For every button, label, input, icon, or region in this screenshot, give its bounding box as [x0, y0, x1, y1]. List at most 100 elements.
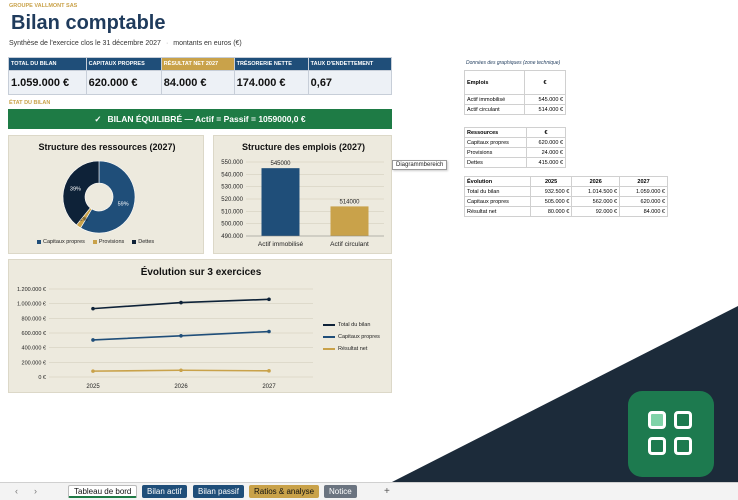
evolution-cell[interactable]: 620.000 €	[619, 196, 668, 207]
evolution-row-label[interactable]: Total du bilan	[464, 186, 531, 197]
ressources-row-label[interactable]: Dettes	[463, 157, 528, 168]
kpi-label-debt-ratio[interactable]: TAUX D'ENDETTEMENT	[307, 57, 393, 71]
emplois-head-unit[interactable]: €	[524, 70, 566, 95]
emplois-row-label[interactable]: Actif immobilisé	[463, 94, 526, 105]
tab-bilan-actif[interactable]: Bilan actif	[142, 485, 187, 498]
evolution-cell[interactable]: 932.500 €	[529, 186, 573, 197]
bar-x-tick-label: Actif circulant	[330, 241, 369, 248]
evolution-row-label[interactable]: Capitaux propres	[464, 196, 531, 207]
grid-app-icon-square	[648, 411, 666, 429]
pie-data-label: 2%	[80, 217, 88, 223]
line-x-tick-label: 2027	[262, 384, 276, 390]
evolution-head-label[interactable]: Évolution	[464, 176, 531, 187]
emplois-row: Actif circulant 514.000 €	[463, 104, 566, 115]
ressources-row-value[interactable]: 24.000 €	[526, 147, 566, 158]
line-point	[91, 369, 95, 373]
subtitle-period: Synthèse de l'exercice clos le 31 décemb…	[9, 40, 161, 47]
ressources-head-label[interactable]: Ressources	[463, 127, 528, 138]
tab-tableau-de-bord[interactable]: Tableau de bord	[68, 485, 138, 498]
tab-notice[interactable]: Notice	[324, 485, 357, 498]
line-y-tick-label: 0 €	[38, 375, 46, 381]
evolution-row-label[interactable]: Résultat net	[464, 206, 531, 217]
line-x-tick-label: 2026	[174, 384, 188, 390]
grid-app-icon-square	[648, 437, 666, 455]
tab-ratios-analyse[interactable]: Ratios & analyse	[249, 485, 320, 498]
legend-label-total: Total du bilan	[338, 322, 371, 328]
emplois-row: Actif immobilisé 545.000 €	[463, 94, 566, 105]
emplois-row-value[interactable]: 514.000 €	[524, 104, 566, 115]
kpi-value-debt-ratio[interactable]: 0,67	[307, 70, 393, 95]
evolution-cell[interactable]: 92.000 €	[571, 206, 621, 217]
grid-app-icon-square	[674, 437, 692, 455]
line-y-tick-label: 400.000 €	[22, 346, 46, 352]
line-point	[267, 297, 271, 302]
ressources-row-label[interactable]: Capitaux propres	[463, 137, 528, 148]
evolution-cell[interactable]: 505.000 €	[529, 196, 573, 207]
ressources-row-label[interactable]: Provisions	[463, 147, 528, 158]
company-name: GROUPE VALLMONT SAS	[9, 3, 78, 9]
ressources-row-value[interactable]: 620.000 €	[526, 137, 566, 148]
emplois-row-label[interactable]: Actif circulant	[463, 104, 526, 115]
kpi-value-net-result[interactable]: 84.000 €	[160, 70, 235, 95]
evolution-cell[interactable]: 84.000 €	[619, 206, 668, 217]
sheet-tab-bar: ‹ › Tableau de bord Bilan actif Bilan pa…	[0, 482, 738, 500]
emplois-header: Emplois €	[463, 70, 566, 95]
kpi-label-net-result[interactable]: RÉSULTAT NET 2027	[160, 57, 235, 71]
ressources-row: Capitaux propres 620.000 €	[463, 137, 566, 148]
line-x-tick-label: 2025	[86, 384, 100, 390]
line-point	[179, 300, 183, 305]
kpi-value-equity[interactable]: 620.000 €	[85, 70, 162, 95]
legend-item-resultat: Résultat net	[323, 346, 380, 352]
evolution-row: Total du bilan 932.500 € 1.014.500 € 1.0…	[464, 186, 668, 197]
kpi-value-row: 1.059.000 € 620.000 € 84.000 € 174.000 €…	[8, 70, 393, 95]
evolution-cell[interactable]: 562.000 €	[571, 196, 621, 207]
evolution-head-year[interactable]: 2025	[529, 176, 573, 187]
kpi-value-total[interactable]: 1.059.000 €	[8, 70, 87, 95]
page-subtitle: Synthèse de l'exercice clos le 31 décemb…	[9, 40, 242, 47]
kpi-value-treasury[interactable]: 174.000 €	[233, 70, 309, 95]
resources-chart-panel[interactable]: Structure des ressources (2027) 59% 2% 39%…	[8, 135, 204, 254]
prev-sheet-arrow-icon[interactable]: ‹	[15, 486, 18, 496]
ressources-table: Ressources € Capitaux propres 620.000 € …	[463, 127, 566, 168]
emplois-table: Emplois € Actif immobilisé 545.000 € Act…	[463, 70, 566, 115]
bar-y-tick-label: 490.000	[221, 234, 243, 240]
resources-pie-chart: 59% 2% 39%	[62, 160, 136, 234]
kpi-label-treasury[interactable]: TRÉSORERIE NETTE	[233, 57, 309, 71]
bar-y-tick-label: 520.000	[221, 197, 243, 203]
legend-item-equity: Capitaux propres	[37, 239, 85, 245]
legend-label-capitaux: Capitaux propres	[338, 334, 380, 340]
legend-swatch-equity	[37, 239, 41, 244]
bar-x-tick-label: Actif immobilisé	[258, 241, 304, 248]
evolution-head-year[interactable]: 2027	[619, 176, 668, 187]
evolution-legend: Total du bilan Capitaux propres Résultat…	[323, 322, 380, 358]
uses-chart-title: Structure des emplois (2027)	[241, 142, 366, 152]
next-sheet-arrow-icon[interactable]: ›	[34, 486, 37, 496]
ressources-head-unit[interactable]: €	[526, 127, 566, 138]
balance-status-banner[interactable]: ✓ BILAN ÉQUILIBRÉ — Actif = Passif = 105…	[8, 109, 392, 129]
kpi-label-equity[interactable]: CAPITAUX PROPRES	[85, 57, 162, 71]
uses-bar-chart: 490.000 500.000 510.000 520.000 530.000 540.0…	[221, 160, 384, 248]
evolution-chart-title: Évolution sur 3 exercices	[140, 267, 262, 278]
bar-data-label: 514000	[339, 199, 360, 205]
emplois-row-value[interactable]: 545.000 €	[524, 94, 566, 105]
line-y-tick-label: 200.000 €	[22, 360, 46, 366]
tab-bilan-passif[interactable]: Bilan passif	[193, 485, 244, 498]
uses-chart-panel[interactable]: Structure des emplois (2027) 490.000 500.…	[213, 135, 392, 254]
ressources-row: Dettes 415.000 €	[463, 157, 566, 168]
evolution-cell[interactable]: 80.000 €	[529, 206, 573, 217]
evolution-cell[interactable]: 1.014.500 €	[571, 186, 621, 197]
pie-slice	[80, 160, 136, 234]
legend-item-provisions: Provisions	[92, 239, 124, 245]
emplois-head-label[interactable]: Emplois	[463, 70, 526, 95]
legend-swatch-provisions	[92, 239, 97, 244]
evolution-head-year[interactable]: 2026	[571, 176, 621, 187]
line-point	[267, 329, 271, 334]
line-y-tick-label: 800.000 €	[22, 316, 46, 322]
evolution-cell[interactable]: 1.059.000 €	[619, 186, 668, 197]
kpi-label-total[interactable]: TOTAL DU BILAN	[8, 57, 87, 71]
evolution-chart-panel[interactable]: Évolution sur 3 exercices 0 € 200.000 € 40…	[8, 259, 392, 393]
ressources-row-value[interactable]: 415.000 €	[526, 157, 566, 168]
legend-label-resultat: Résultat net	[338, 346, 368, 352]
add-sheet-button[interactable]: +	[384, 486, 390, 497]
chart-data-note: Données des graphiques (zone technique)	[466, 60, 561, 66]
